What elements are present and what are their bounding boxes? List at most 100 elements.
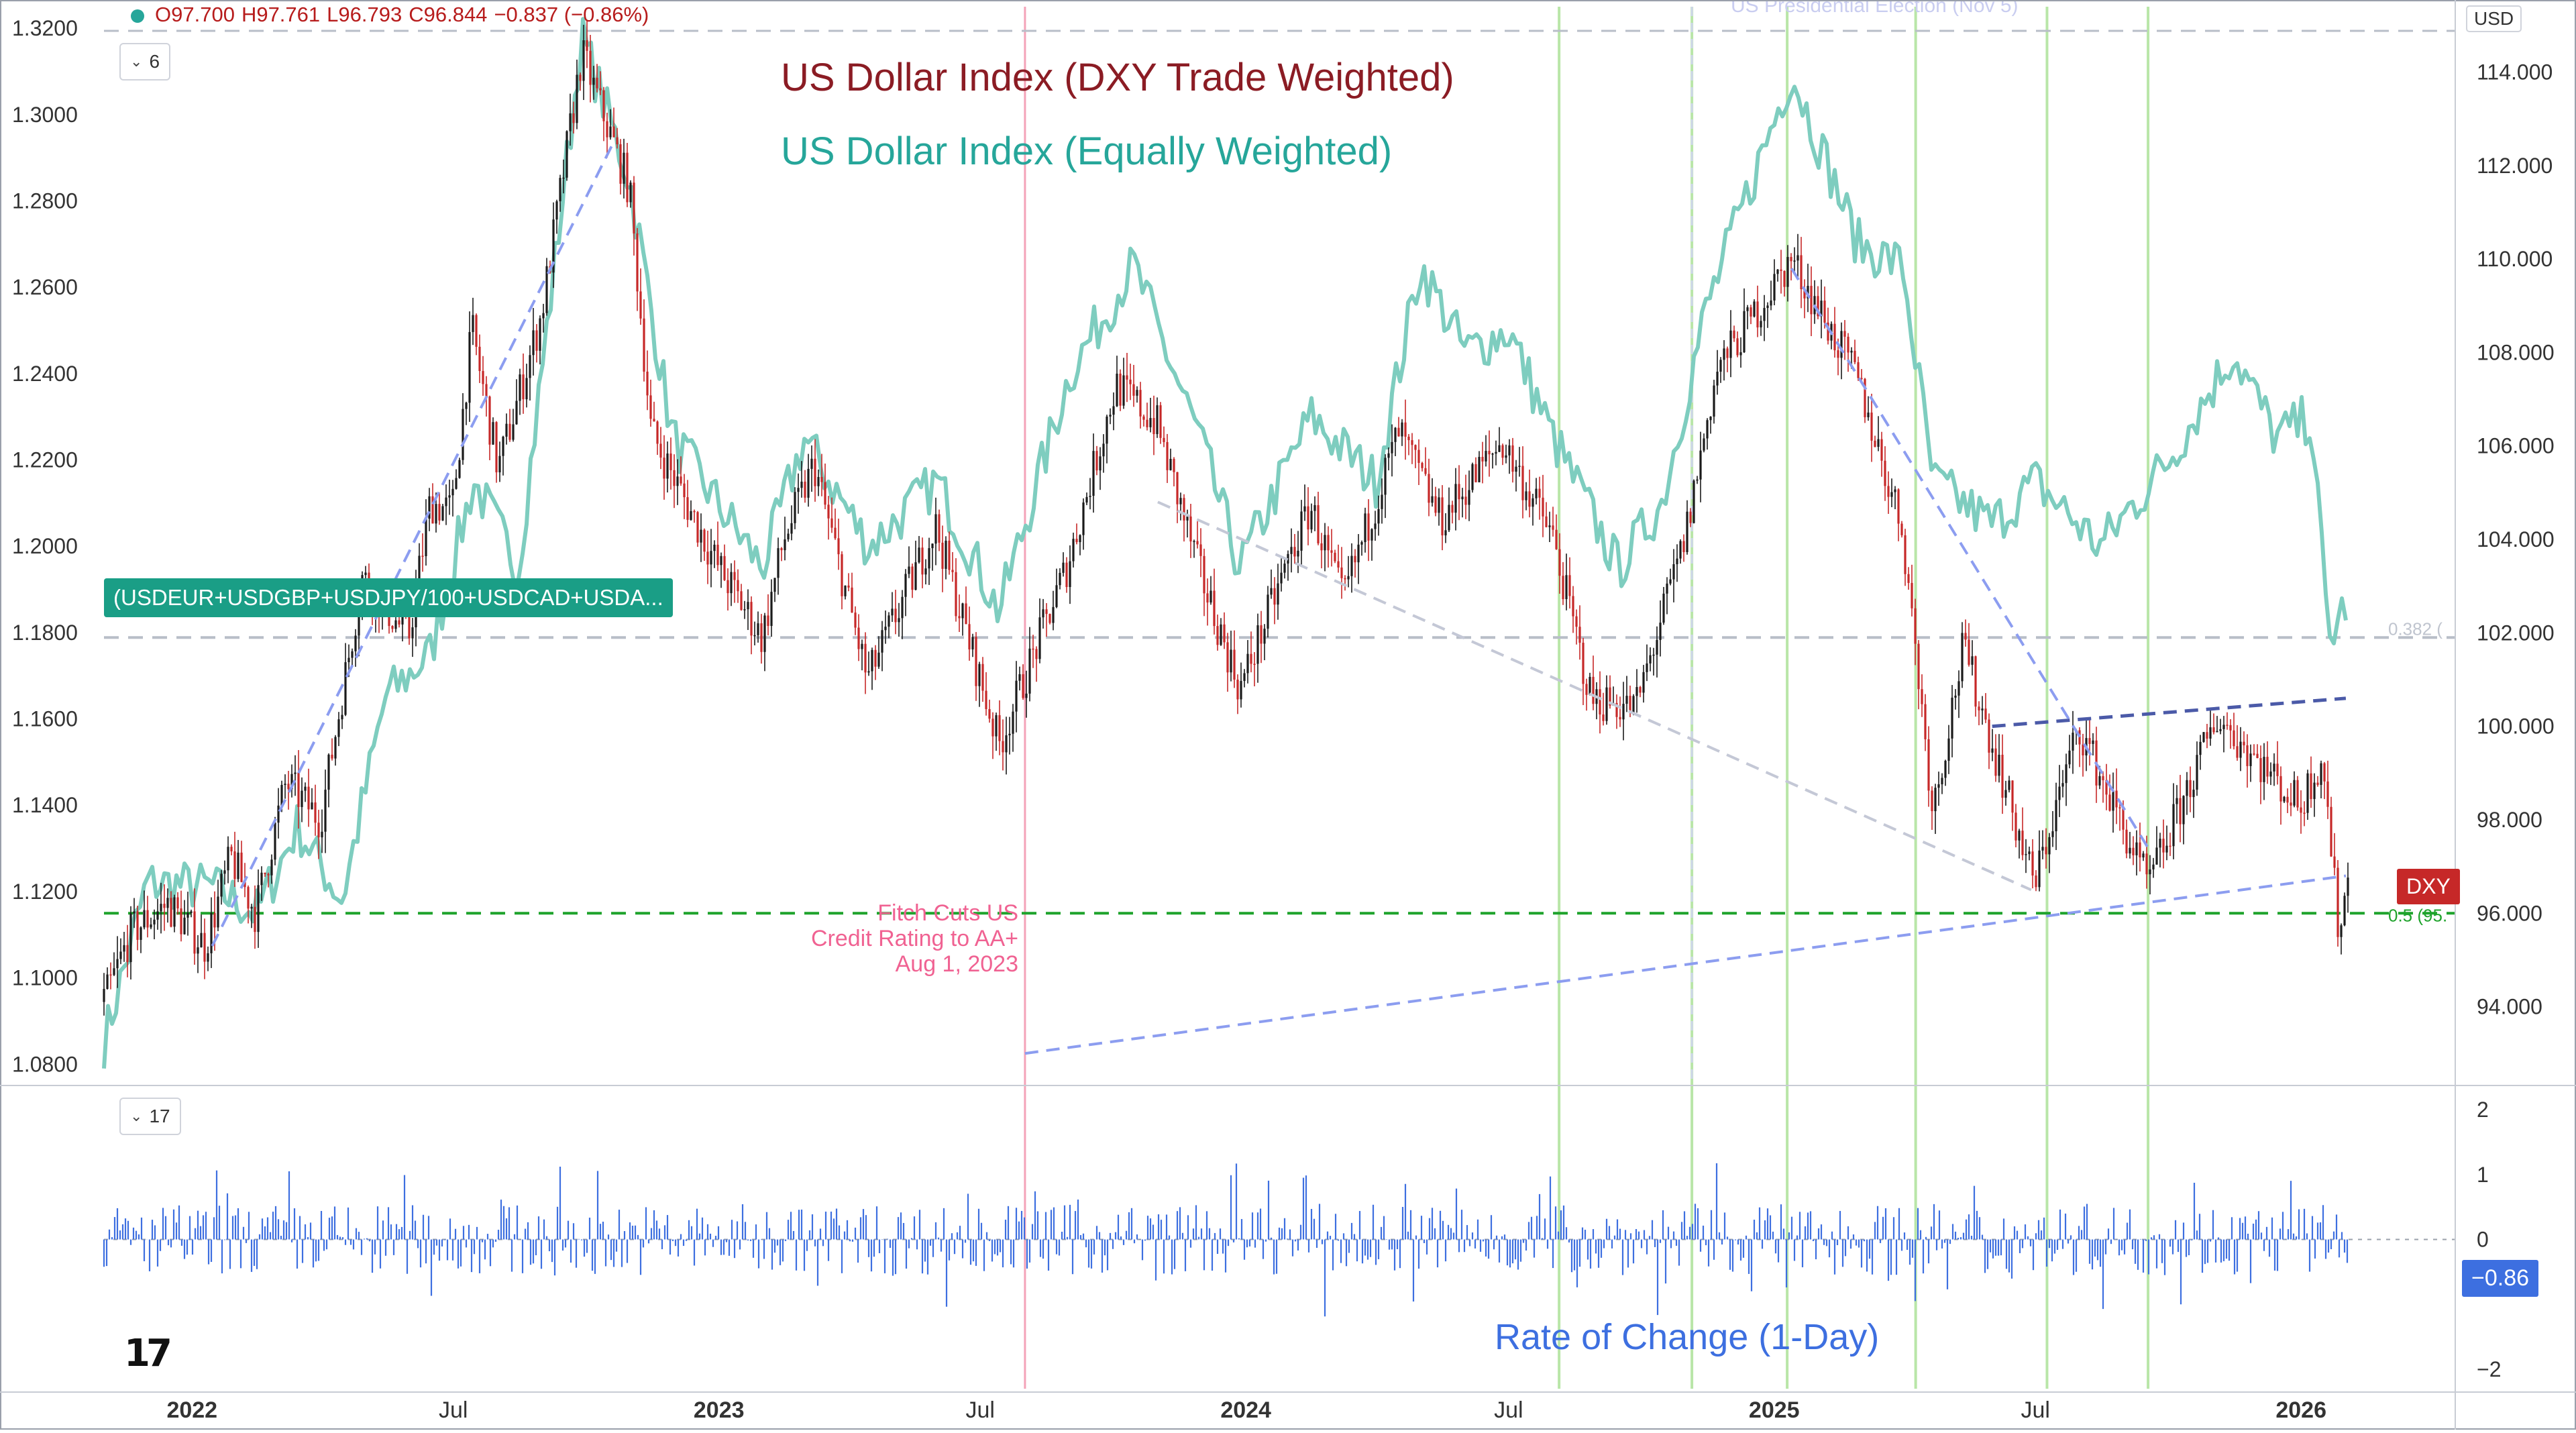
dxy-candle bbox=[871, 649, 873, 672]
dxy-candle bbox=[636, 233, 639, 292]
dxy-candle bbox=[1253, 664, 1256, 665]
tradingview-logo[interactable]: 17 bbox=[124, 1332, 172, 1375]
dxy-candle bbox=[1397, 427, 1400, 437]
left-tick-label: 1.3000 bbox=[12, 103, 78, 127]
left-tick-label: 1.1800 bbox=[12, 621, 78, 645]
dxy-candle bbox=[1682, 541, 1685, 552]
dxy-candle bbox=[1911, 582, 1913, 608]
dxy-candle bbox=[1129, 379, 1132, 384]
dxy-candle bbox=[794, 492, 796, 523]
dxy-candle bbox=[529, 355, 531, 378]
dxy-candle bbox=[140, 927, 142, 940]
dxy-candle bbox=[166, 898, 169, 908]
equal-weighted-line bbox=[102, 17, 2348, 1069]
left-tick-label: 1.1200 bbox=[12, 880, 78, 904]
trendline bbox=[1992, 696, 2347, 729]
ohlc-legend: O97.700 H97.761 L96.793 C96.844 −0.837 (−0.8… bbox=[131, 3, 655, 27]
dxy-candle bbox=[968, 624, 971, 649]
dxy-candle bbox=[898, 618, 900, 623]
dxy-candle bbox=[1840, 331, 1843, 358]
title-trade-weighted: US Dollar Index (DXY Trade Weighted) bbox=[781, 56, 1454, 99]
dxy-candle bbox=[1666, 583, 1668, 594]
dxy-candle bbox=[921, 547, 924, 575]
dxy-candle bbox=[700, 529, 702, 543]
roc-collapse-button[interactable]: ⌄ 17 bbox=[119, 1098, 181, 1135]
dxy-candle bbox=[1149, 418, 1152, 427]
dxy-candle bbox=[945, 540, 947, 569]
dxy-candle bbox=[136, 911, 139, 940]
dxy-candle bbox=[1474, 464, 1477, 482]
dxy-candle bbox=[153, 919, 156, 924]
dxy-candle bbox=[1538, 488, 1541, 498]
dxy-candle bbox=[458, 460, 461, 478]
dxy-candle bbox=[1320, 543, 1323, 551]
dxy-candle bbox=[1099, 456, 1102, 471]
dxy-candle bbox=[1703, 438, 1705, 451]
dxy-candle bbox=[2025, 854, 2027, 855]
dxy-candle bbox=[841, 554, 843, 596]
dxy-candle bbox=[1944, 760, 1947, 778]
dxy-candle bbox=[280, 784, 283, 806]
dxy-candle bbox=[522, 374, 525, 400]
dxy-candle bbox=[2263, 757, 2265, 782]
left-tick-label: 1.2000 bbox=[12, 534, 78, 558]
dxy-candle bbox=[1998, 755, 2000, 776]
roc-count: 17 bbox=[149, 1106, 170, 1126]
dxy-candle bbox=[599, 88, 602, 91]
dxy-candle bbox=[1723, 348, 1725, 360]
dxy-candle bbox=[1743, 311, 1746, 353]
dxy-candle bbox=[2001, 755, 2004, 798]
dxy-candle bbox=[2152, 864, 2155, 869]
dxy-candle bbox=[2108, 794, 2111, 811]
dxy-candle bbox=[170, 898, 172, 927]
dxy-candle bbox=[160, 904, 162, 912]
dxy-candle bbox=[1324, 535, 1326, 551]
dxy-candle bbox=[562, 177, 565, 179]
dxy-candle bbox=[260, 872, 263, 886]
currency-button[interactable]: USD bbox=[2466, 5, 2522, 32]
dxy-candle bbox=[1619, 716, 1621, 720]
dxy-candle bbox=[676, 476, 679, 486]
dxy-candle bbox=[737, 580, 739, 592]
dxy-candle bbox=[1518, 466, 1521, 467]
dxy-candle bbox=[2179, 798, 2182, 825]
dxy-candle bbox=[1106, 416, 1108, 444]
dxy-candle bbox=[727, 580, 729, 594]
dxy-candle bbox=[304, 786, 307, 791]
dxy-candle bbox=[569, 113, 572, 131]
dxy-candle bbox=[438, 504, 441, 521]
dxy-candle bbox=[1444, 530, 1447, 536]
dxy-candle bbox=[639, 291, 642, 319]
dxy-candle bbox=[1226, 642, 1229, 673]
dxy-candle bbox=[1367, 513, 1370, 541]
dxy-candle bbox=[2008, 780, 2010, 790]
dxy-candle bbox=[1736, 338, 1739, 356]
dxy-candle bbox=[1008, 733, 1011, 736]
dxy-candle bbox=[109, 974, 112, 976]
dxy-candle bbox=[1971, 656, 1974, 665]
dxy-candle bbox=[552, 219, 555, 273]
roc-tick-label: 2 bbox=[2477, 1098, 2489, 1122]
dxy-candle bbox=[2142, 853, 2145, 858]
dxy-candle bbox=[830, 518, 833, 528]
dxy-candle bbox=[1937, 784, 1940, 788]
dxy-candle bbox=[1796, 255, 1799, 261]
dxy-candle bbox=[2243, 741, 2245, 745]
x-tick-label: 2026 bbox=[2275, 1397, 2326, 1423]
left-tick-label: 1.1000 bbox=[12, 966, 78, 990]
dxy-candle bbox=[1615, 702, 1618, 717]
dxy-candle bbox=[659, 443, 662, 458]
x-tick-label: 2022 bbox=[166, 1397, 217, 1423]
dxy-candle bbox=[1371, 529, 1373, 541]
ohlc-change: −0.837 (−0.86%) bbox=[494, 3, 649, 26]
dxy-candle bbox=[1478, 457, 1481, 482]
chevron-down-icon: ⌄ bbox=[130, 1108, 143, 1124]
dxy-candle bbox=[2310, 773, 2312, 800]
dxy-candle bbox=[1102, 443, 1105, 457]
dxy-candle bbox=[2112, 790, 2114, 811]
dxy-candle bbox=[1136, 390, 1138, 396]
indicators-collapse-button[interactable]: ⌄ 6 bbox=[119, 43, 171, 81]
formula-label[interactable]: (USDEUR+USDGBP+USDJPY/100+USDCAD+USDA... bbox=[104, 578, 673, 617]
